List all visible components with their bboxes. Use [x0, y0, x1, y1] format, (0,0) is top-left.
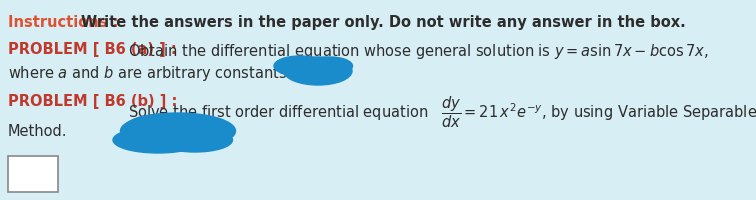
Ellipse shape [113, 127, 203, 153]
Ellipse shape [308, 57, 352, 75]
Ellipse shape [157, 128, 233, 152]
FancyBboxPatch shape [8, 156, 58, 192]
Ellipse shape [284, 57, 352, 85]
Text: PROBLEM [ B6 (a) ] :: PROBLEM [ B6 (a) ] : [8, 42, 182, 57]
Ellipse shape [274, 56, 326, 76]
Text: Solve the first order differential equation   $\dfrac{dy}{dx} = 21\,x^2 e^{-y}$,: Solve the first order differential equat… [128, 94, 756, 130]
Ellipse shape [120, 113, 236, 149]
Ellipse shape [125, 114, 205, 142]
Text: Write the answers in the paper only. Do not write any answer in the box.: Write the answers in the paper only. Do … [81, 15, 686, 30]
Text: Obtain the differential equation whose general solution is $y = a\sin 7x - b\cos: Obtain the differential equation whose g… [128, 42, 708, 61]
Text: PROBLEM [ B6 (b) ] :: PROBLEM [ B6 (b) ] : [8, 94, 182, 109]
Text: Instructions :: Instructions : [8, 15, 124, 30]
Text: Method.: Method. [8, 124, 67, 139]
Text: where $a$ and $b$ are arbitrary constants.: where $a$ and $b$ are arbitrary constant… [8, 64, 291, 83]
